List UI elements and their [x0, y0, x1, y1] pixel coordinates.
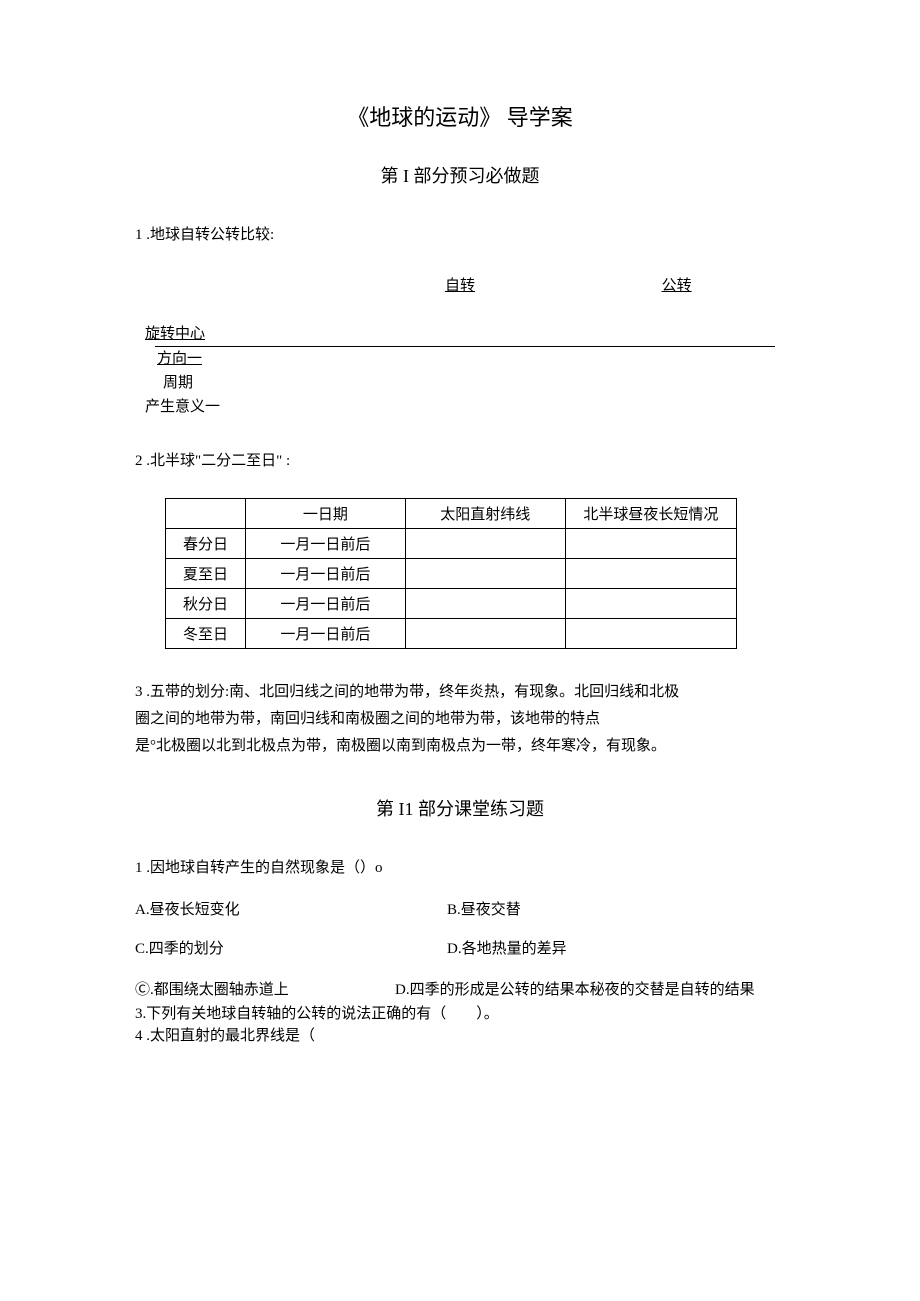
table1-head: 自转 公转	[135, 272, 785, 297]
t2-h3: 北半球昼夜长短情况	[565, 499, 736, 529]
ov-q4: 4 .太阳直射的最北界线是（	[135, 1024, 315, 1048]
p2-q1-opt-cd: C.四季的划分 D.各地热量的差异	[135, 937, 785, 958]
t2-h1: 一日期	[245, 499, 405, 529]
opt-c: C.四季的划分	[135, 937, 447, 958]
table1-row1: 旋转中心	[145, 322, 785, 346]
p2-q1: 1 .因地球自转产生的自然现象是（）o	[135, 856, 785, 880]
q2-label: 2 .北半球"二分二至日" :	[135, 449, 785, 473]
table1-row2: 方向一	[145, 347, 785, 371]
doc-title: 《地球的运动》 导学案	[135, 100, 785, 132]
ov-c: Ⓒ.都围绕太圈轴赤道上	[135, 978, 395, 1002]
opt-d: D.各地热量的差异	[447, 937, 785, 958]
table1-row4: 产生意义一	[145, 395, 785, 419]
overlapping-text: Ⓒ.都围绕太圈轴赤道上 D.四季的形成是公转的结果本秘夜的交替是自转的结果 3.…	[135, 978, 785, 1078]
table1-rows: 旋转中心 方向一 周期 产生意义一	[145, 322, 785, 419]
table-row: 春分日 一月一日前后	[166, 529, 737, 559]
ov-d: D.四季的形成是公转的结果本秘夜的交替是自转的结果	[395, 978, 785, 1002]
table-row: 冬至日 一月一日前后	[166, 619, 737, 649]
table2-dates: 一日期 太阳直射纬线 北半球昼夜长短情况 春分日 一月一日前后 夏至日 一月一日…	[165, 498, 737, 649]
table1-row3: 周期	[145, 371, 785, 395]
q3-paragraph: 3 .五带的划分:南、北回归线之间的地带为带，终年炎热，有现象。北回归线和北极 …	[135, 679, 785, 760]
table1-col1: 自转	[352, 272, 569, 297]
table1-compare: 自转 公转 旋转中心 方向一 周期 产生意义一	[135, 272, 785, 419]
table-row: 夏至日 一月一日前后	[166, 559, 737, 589]
t2-h2: 太阳直射纬线	[405, 499, 565, 529]
part2-heading: 第 I1 部分课堂练习题	[135, 795, 785, 821]
q1-label: 1 .地球自转公转比较:	[135, 223, 785, 247]
p2-q1-opt-ab: A.昼夜长短变化 B.昼夜交替	[135, 898, 785, 919]
ov-q3: 3.下列有关地球自转轴的公转的说法正确的有（ ）。	[135, 1002, 499, 1026]
part1-heading: 第 I 部分预习必做题	[135, 162, 785, 188]
table1-col2: 公转	[568, 272, 785, 297]
opt-a: A.昼夜长短变化	[135, 898, 447, 919]
opt-b: B.昼夜交替	[447, 898, 785, 919]
t2-h0	[166, 499, 246, 529]
table-row: 秋分日 一月一日前后	[166, 589, 737, 619]
